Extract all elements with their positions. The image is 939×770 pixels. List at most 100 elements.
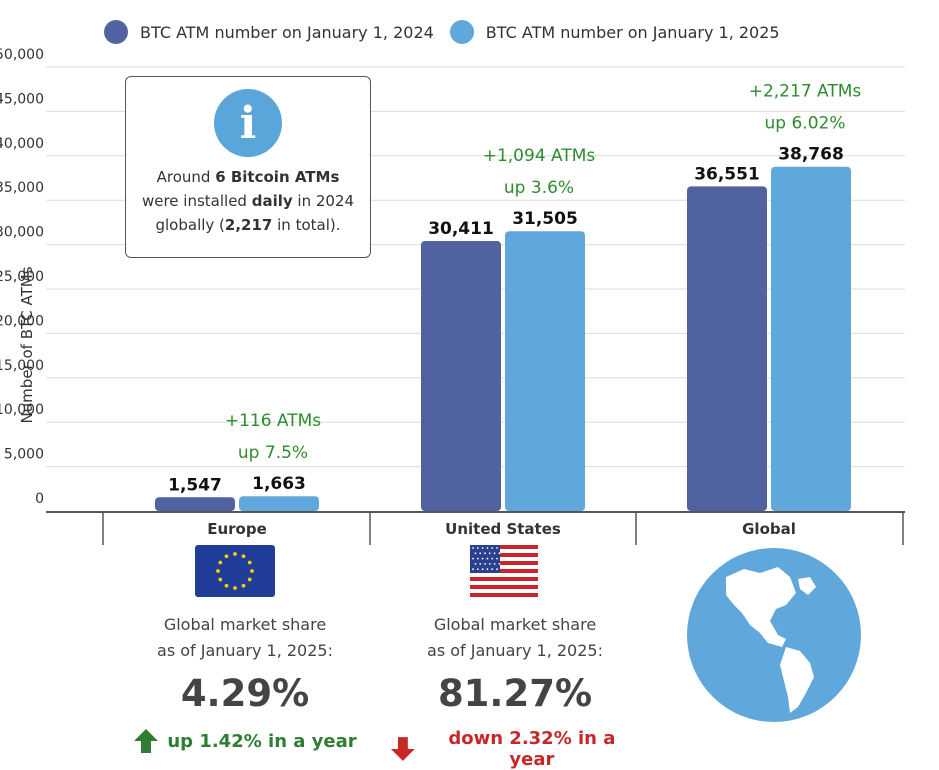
us-stripe <box>470 585 538 590</box>
us-stripe <box>470 549 538 554</box>
eu-star <box>218 560 223 565</box>
arrow-down-icon <box>390 737 415 761</box>
us-share-change: down 2.32% in a year <box>390 728 640 770</box>
eu-flag-icon <box>195 545 275 597</box>
y-tick-label-8: 40,000 <box>0 136 44 152</box>
us-stripe <box>470 581 538 586</box>
us-stripe <box>470 593 538 597</box>
us-stripe <box>470 573 538 578</box>
globe-icon <box>687 548 861 722</box>
us-star <box>472 568 474 571</box>
us-star <box>498 552 501 555</box>
us-star <box>491 557 494 560</box>
us-stripe <box>470 569 538 574</box>
bar-united-states-1 <box>505 231 585 511</box>
eu-star <box>224 583 229 588</box>
annotation-percent-2: up 6.02% <box>765 114 846 134</box>
y-tick-label-9: 45,000 <box>0 91 44 107</box>
data-label-0-0: 1,547 <box>168 475 222 495</box>
us-market-share: Global market share as of January 1, 202… <box>390 612 640 770</box>
eu-star <box>250 569 254 573</box>
us-star <box>472 547 474 549</box>
europe-share-label-1: Global market share <box>163 615 327 634</box>
us-star <box>476 547 479 549</box>
bar-united-states-0 <box>421 240 501 511</box>
europe-market-share: Global market share as of January 1, 202… <box>125 612 365 754</box>
us-star <box>474 563 477 565</box>
y-axis-label: Number of BTC ATMs <box>18 266 36 423</box>
us-stripe <box>470 557 538 562</box>
us-star <box>496 557 498 560</box>
us-star <box>481 547 484 549</box>
info-line-1: Around 6 Bitcoin ATMs <box>156 168 340 186</box>
info-callout: i Around 6 Bitcoin ATMs were installed d… <box>125 76 371 258</box>
us-star <box>479 552 482 555</box>
us-star <box>491 568 494 571</box>
y-tick-label-4: 20,000 <box>0 313 44 329</box>
us-star <box>491 547 494 549</box>
us-star <box>476 557 479 560</box>
bar-europe-0 <box>155 497 235 511</box>
x-tick-label-2: Global <box>742 520 796 538</box>
y-tick-label-1: 5,000 <box>4 447 44 463</box>
legend-swatch-2025 <box>449 20 474 44</box>
europe-share-change-text: up 1.42% in a year <box>167 730 357 752</box>
data-label-2-0: 36,551 <box>694 164 760 184</box>
us-star <box>498 563 501 565</box>
europe-share-change: up 1.42% in a year <box>125 728 365 754</box>
us-stripe <box>470 553 538 558</box>
us-star <box>472 557 474 560</box>
eu-star <box>241 554 246 559</box>
eu-star <box>241 583 246 588</box>
y-tick-label-3: 15,000 <box>0 358 44 374</box>
info-line-2: were installed daily in 2024 <box>141 192 355 210</box>
us-stripe <box>470 561 538 566</box>
us-stripe <box>470 577 538 582</box>
legend-item-2025: BTC ATM number on January 1, 2025 <box>449 20 780 44</box>
us-star <box>486 568 489 571</box>
us-share-label-2: as of January 1, 2025: <box>427 641 603 660</box>
us-star <box>486 547 489 549</box>
us-star <box>481 568 484 571</box>
us-star <box>488 563 491 565</box>
us-star <box>474 552 477 555</box>
eu-star <box>233 586 237 590</box>
y-tick-label-10: 50,000 <box>0 47 44 63</box>
info-text: Around 6 Bitcoin ATMs were installed dai… <box>126 165 370 237</box>
legend-label-2024: BTC ATM number on January 1, 2024 <box>140 22 434 42</box>
bar-global-1 <box>771 166 851 511</box>
annotation-change-0: +116 ATMs <box>225 411 321 431</box>
legend-item-2024: BTC ATM number on January 1, 2024 <box>104 20 434 44</box>
eu-star <box>216 569 220 573</box>
us-star <box>496 547 498 549</box>
us-star <box>481 557 484 560</box>
y-tick-label-0: 0 <box>35 491 44 507</box>
data-label-1-1: 31,505 <box>512 209 578 229</box>
legend-label-2025: BTC ATM number on January 1, 2025 <box>485 22 780 42</box>
europe-share-label-2: as of January 1, 2025: <box>157 641 333 660</box>
info-icon: i <box>214 89 282 157</box>
us-star <box>479 563 482 565</box>
us-flag-icon <box>470 545 538 597</box>
annotation-change-1: +1,094 ATMs <box>483 146 596 166</box>
us-share-label-1: Global market share <box>433 615 597 634</box>
us-star <box>484 563 486 565</box>
info-line-3: globally (2,217 in total). <box>155 216 341 234</box>
eu-star <box>247 560 252 565</box>
us-stripe <box>470 589 538 594</box>
data-label-2-1: 38,768 <box>778 145 844 165</box>
annotation-percent-1: up 3.6% <box>504 178 574 198</box>
us-stripe <box>470 565 538 570</box>
x-tick-label-1: United States <box>445 520 561 538</box>
us-star <box>493 563 496 565</box>
annotation-change-2: +2,217 ATMs <box>749 82 862 102</box>
us-stripe <box>470 545 538 550</box>
y-tick-label-2: 10,000 <box>0 402 44 418</box>
eu-star <box>247 577 252 582</box>
x-tick-label-0: Europe <box>207 520 267 538</box>
us-star <box>476 568 479 571</box>
y-tick-label-6: 30,000 <box>0 225 44 241</box>
us-star <box>486 557 489 560</box>
legend: BTC ATM number on January 1, 2024 BTC AT… <box>104 20 796 44</box>
